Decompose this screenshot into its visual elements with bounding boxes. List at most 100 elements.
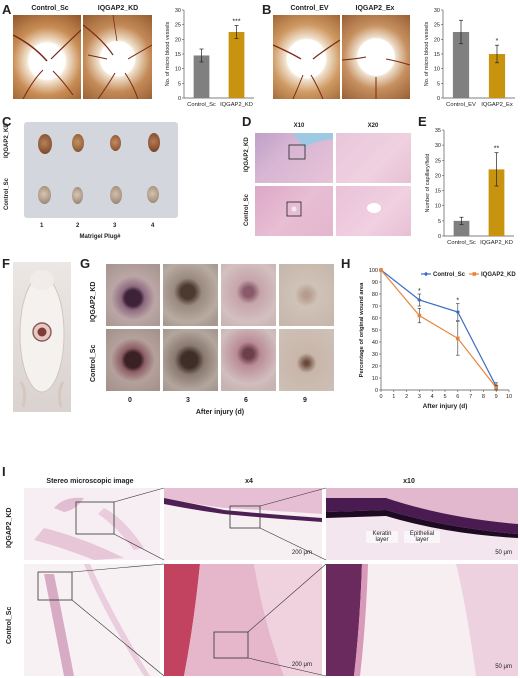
histology-x4-control: 200 μm: [164, 564, 322, 676]
y-tick-label: 40: [372, 340, 378, 346]
scalebar-label: 50 μm: [495, 550, 512, 556]
stereo-image-kd: [24, 488, 160, 560]
significance-marker: ***: [232, 19, 240, 26]
g-day-label-9: 9: [303, 397, 307, 404]
y-tick-label: 25: [435, 158, 441, 164]
bar-IQGAP2_KD: [228, 32, 245, 98]
y-tick-label: 30: [372, 352, 378, 358]
y-tick-label: 25: [175, 23, 181, 29]
bar-Control_Sc: [193, 55, 210, 98]
panel-i-letter: I: [2, 464, 6, 479]
significance-marker: **: [494, 146, 500, 153]
x-tick-label: IQGAP2_Ex: [481, 102, 513, 108]
series-line-Control_Sc: [380, 269, 497, 387]
panel-i-col-label-x10: x10: [403, 478, 415, 485]
panel-a-bar-chart: 0 5 10 15 20 25 30 Control_Sc *** IQGAP2_KD No. of…: [165, 8, 254, 108]
panel-b-photo-title-1: Control_EV: [290, 5, 329, 12]
bar-Control_Sc: [453, 220, 470, 236]
panel-h-line-chart: 0 10 20 30 40 50 60 70 80 90 100 0 1 2 3 4 5 6 7 8 9 10 * * Cont…: [359, 267, 516, 410]
x-axis-label: After injury (d): [423, 403, 468, 410]
significance-marker: *: [496, 38, 499, 45]
x-tick-label: IQGAP2_KD: [220, 102, 253, 108]
data-point: [455, 309, 460, 315]
histology-control-x10: [255, 186, 333, 236]
panel-e-bar-chart: 0 5 10 15 20 25 30 35 Control_Sc ** IQGAP2_KD Numbe…: [425, 128, 514, 246]
y-tick-label: 20: [175, 37, 181, 43]
y-tick-label: 80: [372, 292, 378, 298]
panel-c-letter: C: [2, 114, 12, 129]
y-tick-label: 15: [435, 189, 441, 195]
x-tick-label: 3: [418, 394, 421, 400]
panel-d-col-label-x20: X20: [367, 123, 379, 129]
significance-marker: *: [456, 298, 459, 305]
x-tick-label: 8: [482, 394, 485, 400]
histology-x10-control: 50 μm: [326, 564, 518, 676]
panel-b-letter: B: [262, 2, 272, 17]
y-tick-label: 25: [434, 23, 440, 29]
panel-a-letter: A: [2, 2, 12, 17]
data-point: [417, 297, 422, 303]
y-axis-label: Percentage of original wound area: [359, 282, 365, 377]
plug-number-2: 2: [76, 223, 80, 229]
y-tick-label: 0: [178, 96, 181, 102]
matrigel-plug: [72, 134, 84, 152]
data-point: [456, 336, 460, 341]
x-tick-label: 2: [405, 394, 408, 400]
x-tick-label: Control_Sc: [187, 102, 216, 108]
y-tick-label: 0: [437, 96, 440, 102]
wound-kd-day9: [279, 264, 334, 326]
legend-marker: [472, 272, 477, 276]
panel-h-letter: H: [341, 256, 351, 271]
wound-control-day9: [279, 329, 334, 391]
matrigel-plug: [38, 186, 51, 204]
panel-g-xlabel: After injury (d): [195, 409, 245, 416]
y-tick-label: 30: [434, 8, 440, 14]
y-tick-label: 10: [435, 204, 441, 210]
matrigel-plug: [148, 133, 160, 152]
g-day-label-3: 3: [186, 397, 190, 404]
stereo-image-control: [24, 564, 160, 676]
panel-d-col-label-x10: X10: [293, 123, 305, 129]
y-tick-label: 60: [372, 316, 378, 322]
cam-photo-iqgap2-kd: [83, 15, 152, 99]
y-tick-label: 30: [175, 8, 181, 14]
bar-Control_EV: [452, 32, 470, 98]
y-tick-label: 20: [435, 173, 441, 179]
x-tick-label: 5: [443, 394, 446, 400]
matrigel-plug: [110, 186, 122, 204]
scalebar-label: 50 μm: [495, 664, 512, 670]
y-tick-label: 30: [435, 143, 441, 149]
histology-kd-x10: [255, 133, 333, 183]
y-tick-label: 20: [372, 364, 378, 370]
y-tick-label: 90: [372, 280, 378, 286]
y-tick-label: 5: [437, 81, 440, 87]
panel-e-letter: E: [418, 114, 427, 129]
panel-a-photo-title-1: Control_Sc: [31, 5, 69, 12]
wound-kd-day3: [163, 264, 218, 326]
wound-kd-day6: [221, 264, 276, 326]
annotation-epithelial-layer: Epithelial layer: [404, 531, 440, 543]
cam-photo-control-ev: [273, 15, 340, 99]
panel-i-col-label-x4: x4: [245, 478, 253, 485]
wound-control-day3: [163, 329, 218, 391]
x-tick-label: 6: [456, 394, 459, 400]
panel-g-letter: G: [80, 256, 91, 271]
matrigel-plug: [72, 187, 83, 204]
data-point: [494, 385, 498, 390]
y-tick-label: 5: [178, 81, 181, 87]
x-tick-label: Control_EV: [446, 102, 476, 108]
panel-b-bar-chart: 0 5 10 15 20 25 30 Control_EV * IQGAP2_Ex No. of m…: [424, 8, 515, 108]
y-tick-label: 0: [438, 234, 441, 240]
g-day-label-0: 0: [128, 397, 132, 404]
y-tick-label: 70: [372, 304, 378, 310]
y-tick-label: 50: [372, 328, 378, 334]
legend-label: Control_Sc: [433, 272, 466, 278]
x-tick-label: 0: [379, 394, 382, 400]
panel-d-letter: D: [242, 114, 252, 129]
wound-control-day6: [221, 329, 276, 391]
y-tick-label: 10: [372, 376, 378, 382]
plug-number-3: 3: [113, 223, 117, 229]
annotation-keratin-layer: Keratin layer: [366, 531, 398, 543]
mouse-wound-photo: [13, 262, 71, 412]
